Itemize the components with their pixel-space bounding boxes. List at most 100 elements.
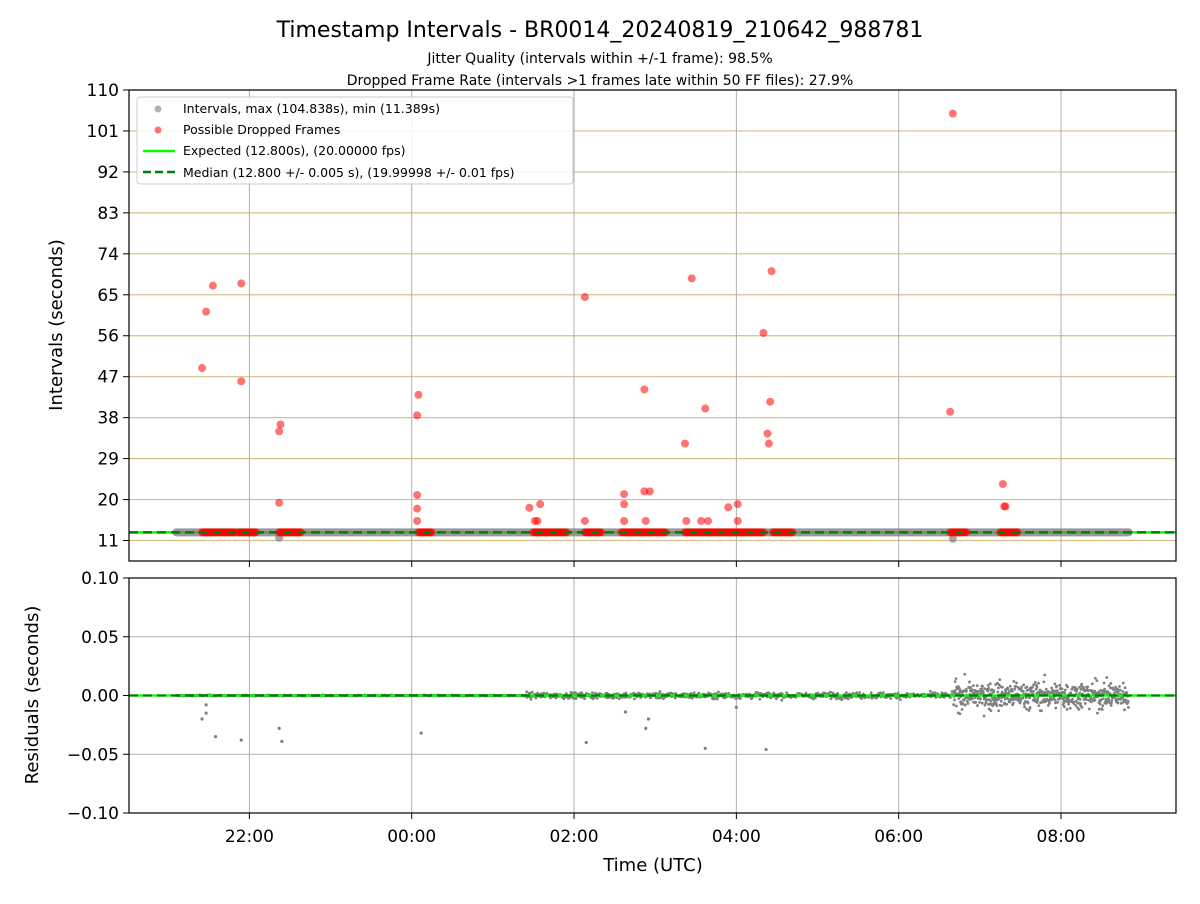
residual-point xyxy=(1065,707,1069,711)
residual-point xyxy=(1109,704,1113,707)
residual-point xyxy=(1098,692,1101,695)
residual-point xyxy=(1040,709,1043,713)
dropped-frame-point xyxy=(580,516,589,525)
residual-point xyxy=(989,699,992,703)
residual-point xyxy=(529,697,533,701)
residuals-plot: −0.10 −0.05 0.00 0.05 0.10 22:00 00:00 02:00 04:… xyxy=(22,569,1177,876)
residual-point xyxy=(804,691,808,695)
residual-point xyxy=(1078,698,1082,701)
residual-point xyxy=(1071,685,1075,689)
residual-point xyxy=(1100,708,1104,711)
legend: Intervals, max (104.838s), min (11.389s)… xyxy=(136,96,574,185)
residual-outlier-point xyxy=(239,738,243,742)
residual-point xyxy=(1021,696,1025,700)
residual-point xyxy=(1101,697,1105,701)
intervals-ytick-label: 38 xyxy=(97,409,119,429)
residual-point xyxy=(1053,698,1057,702)
residual-point xyxy=(997,683,1001,687)
residual-point xyxy=(996,690,1000,694)
dropped-frame-point xyxy=(701,404,710,413)
residual-point xyxy=(1079,702,1082,706)
dropped-frame-point xyxy=(275,427,284,436)
dropped-frame-point xyxy=(620,490,629,499)
residuals-y-axis-label: Residuals (seconds) xyxy=(22,606,43,785)
residual-point xyxy=(1071,697,1074,701)
residual-point xyxy=(989,709,993,712)
residual-point xyxy=(1087,707,1091,711)
dropped-frame-point xyxy=(946,407,955,416)
residual-point xyxy=(1048,701,1051,705)
residual-point xyxy=(1000,704,1004,708)
residual-point xyxy=(1025,685,1029,689)
residual-point xyxy=(992,689,996,693)
residual-point xyxy=(969,686,973,689)
residual-point xyxy=(976,704,979,707)
residual-point xyxy=(1104,697,1108,701)
residual-point xyxy=(1126,706,1130,709)
residual-point xyxy=(1043,673,1047,677)
dropped-frame-point xyxy=(724,503,733,512)
residuals-xtick-label: 08:00 xyxy=(1037,827,1086,847)
dropped-frame-point xyxy=(275,498,284,507)
residual-point xyxy=(1126,699,1130,703)
residual-point xyxy=(1037,704,1041,708)
intervals-ytick-label: 83 xyxy=(97,204,119,224)
residual-point xyxy=(978,701,981,704)
residual-point xyxy=(780,698,784,702)
residual-point xyxy=(1079,687,1083,691)
residual-point xyxy=(985,698,989,702)
residual-point xyxy=(591,697,595,701)
residual-point xyxy=(1033,681,1037,684)
residual-point xyxy=(1093,689,1097,693)
residual-point xyxy=(595,696,599,700)
residual-point xyxy=(1001,685,1004,689)
dropped-frame-point xyxy=(413,491,422,500)
intervals-ytick-label: 92 xyxy=(97,163,119,183)
residual-point xyxy=(981,684,984,688)
residual-point xyxy=(1054,706,1058,710)
legend-intervals: Intervals, max (104.838s), min (11.389s) xyxy=(183,101,440,116)
residuals-xtick-label: 00:00 xyxy=(387,827,436,847)
residual-point xyxy=(928,689,932,693)
legend-dropped: Possible Dropped Frames xyxy=(183,122,340,137)
legend-expected: Expected (12.800s), (20.00000 fps) xyxy=(183,143,405,158)
residual-point xyxy=(758,697,762,701)
residual-outlier-point xyxy=(646,717,651,721)
residual-point xyxy=(965,699,969,703)
residual-point xyxy=(996,686,1000,690)
residual-point xyxy=(1053,682,1057,686)
residual-point xyxy=(1107,698,1111,702)
residual-outlier-point xyxy=(213,735,218,739)
residual-point xyxy=(831,691,835,695)
residual-point xyxy=(624,691,628,695)
residual-point xyxy=(999,699,1003,703)
residual-point xyxy=(1078,691,1082,695)
residuals-ytick-label: 0.10 xyxy=(81,569,119,589)
residual-outlier-point xyxy=(584,740,588,745)
legend-median: Median (12.800 +/- 0.005 s), (19.99998 +… xyxy=(183,165,514,180)
residual-point xyxy=(955,687,959,691)
dropped-frame-point xyxy=(276,420,285,429)
residual-point xyxy=(1109,682,1113,685)
residual-point xyxy=(1093,676,1097,680)
dropped-frame-point xyxy=(640,385,649,394)
residual-point xyxy=(970,688,974,692)
residual-point xyxy=(980,701,984,705)
dropped-frame-point xyxy=(208,281,217,290)
residual-point xyxy=(1101,704,1105,707)
residual-point xyxy=(889,697,893,700)
residual-point xyxy=(1023,705,1026,709)
residual-point xyxy=(633,697,636,701)
residual-point xyxy=(1028,706,1032,709)
residual-point xyxy=(1006,687,1010,691)
chart-subtitle-jitter: Jitter Quality (intervals within +/-1 fr… xyxy=(426,51,772,67)
residual-point xyxy=(882,691,885,695)
residual-point xyxy=(1020,685,1023,689)
residual-point xyxy=(1110,701,1113,705)
dropped-frame-point xyxy=(597,528,606,537)
intervals-ytick-label: 11 xyxy=(97,532,119,552)
residual-point xyxy=(1066,696,1070,700)
residual-point xyxy=(995,704,999,707)
residual-point xyxy=(654,691,658,695)
residual-point xyxy=(1093,698,1097,702)
